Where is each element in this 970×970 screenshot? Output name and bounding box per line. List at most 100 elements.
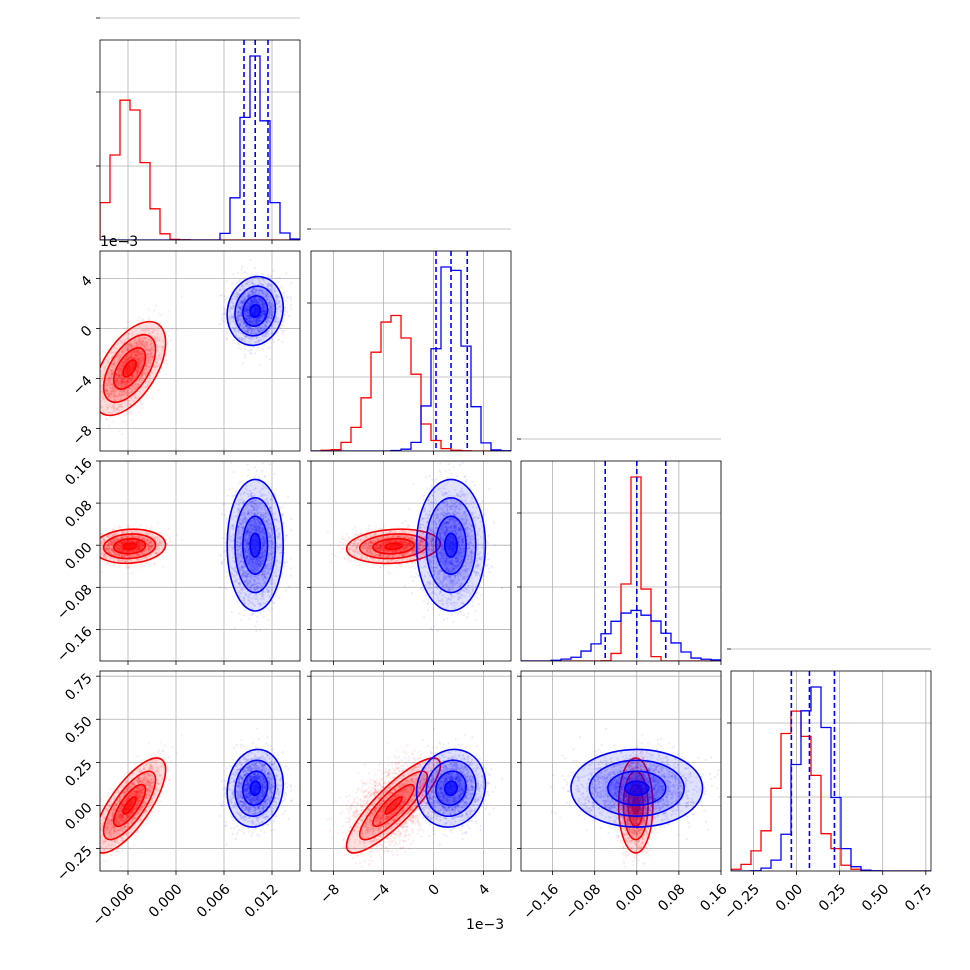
sample-point: [128, 380, 131, 383]
sample-point: [123, 378, 126, 381]
sample-point: [118, 376, 121, 379]
sample-point: [141, 373, 144, 376]
sample-point: [146, 348, 149, 351]
sample-point: [129, 357, 132, 360]
sample-point: [120, 374, 123, 378]
sample-point: [110, 390, 113, 393]
sample-point: [101, 387, 104, 390]
sample-point: [257, 346, 260, 349]
sample-point: [130, 353, 133, 356]
sample-point: [152, 328, 155, 331]
sample-point: [132, 357, 135, 360]
sample-point: [146, 382, 150, 386]
sample-point: [108, 393, 112, 396]
sample-point: [121, 349, 124, 352]
sample-point: [108, 396, 111, 399]
sample-point: [139, 345, 142, 348]
sample-point: [107, 360, 110, 364]
sample-point: [120, 374, 123, 377]
sample-point: [112, 403, 115, 407]
sample-point: [113, 358, 116, 361]
sample-point: [146, 342, 149, 345]
sample-point: [136, 355, 139, 358]
sample-point: [129, 332, 132, 335]
sample-point: [106, 391, 109, 395]
sample-point: [137, 404, 140, 407]
sample-point: [104, 385, 107, 388]
sample-point: [104, 387, 108, 390]
sample-point: [132, 384, 135, 387]
sample-point: [120, 339, 123, 342]
sample-point: [97, 399, 99, 401]
sample-point: [121, 390, 124, 394]
sample-point: [140, 344, 143, 347]
sample-point: [162, 345, 166, 348]
sample-point: [118, 394, 121, 397]
sample-point: [141, 357, 144, 361]
sample-point: [128, 347, 131, 350]
sample-point: [123, 362, 126, 365]
sample-point: [290, 303, 293, 307]
sample-point: [130, 397, 133, 400]
sample-point: [146, 367, 149, 370]
sample-point: [136, 365, 139, 368]
sample-point: [106, 384, 109, 387]
sample-point: [136, 371, 139, 374]
sample-point: [138, 357, 141, 360]
sample-point: [122, 346, 125, 349]
sample-point: [128, 354, 132, 357]
sample-point: [121, 383, 124, 386]
sample-point: [111, 375, 114, 378]
sample-point: [128, 382, 131, 385]
sample-point: [107, 376, 110, 379]
sample-point: [135, 358, 138, 361]
sample-point: [123, 347, 126, 350]
sample-point: [118, 375, 121, 378]
sample-point: [136, 343, 139, 346]
sample-point: [113, 403, 116, 406]
sample-point: [289, 307, 292, 310]
sample-point: [116, 378, 119, 381]
sample-point: [138, 339, 141, 342]
sample-point: [110, 402, 113, 405]
sample-point: [131, 334, 134, 337]
sample-point: [133, 355, 136, 358]
sample-point: [151, 354, 154, 357]
sample-point: [231, 282, 234, 285]
sample-point: [136, 372, 139, 375]
sample-point: [138, 316, 141, 319]
sample-point: [137, 357, 140, 361]
sample-point: [125, 360, 128, 363]
sample-point: [267, 347, 270, 350]
sample-point: [119, 330, 122, 333]
sample-point: [124, 334, 127, 337]
sample-point: [141, 340, 144, 344]
sample-point: [136, 358, 139, 361]
sample-point: [126, 347, 129, 350]
sample-point: [155, 361, 158, 364]
sample-point: [137, 368, 140, 371]
sample-point: [147, 360, 150, 363]
sample-point: [145, 364, 148, 367]
sample-point: [137, 363, 140, 367]
sample-point: [128, 346, 131, 349]
sample-point: [154, 366, 157, 369]
sample-point: [132, 384, 135, 387]
sample-point: [105, 387, 108, 391]
sample-point: [147, 360, 150, 363]
sample-point: [149, 365, 152, 369]
sample-point: [93, 380, 95, 382]
sample-point: [121, 366, 124, 369]
sample-point: [130, 355, 133, 358]
sample-point: [106, 389, 109, 392]
sample-point: [113, 405, 116, 409]
sample-point: [144, 369, 147, 372]
sample-point: [119, 383, 122, 386]
sample-point: [110, 372, 113, 376]
sample-point: [143, 342, 146, 345]
sample-point: [161, 345, 164, 348]
sample-point: [100, 400, 103, 403]
sample-point: [110, 393, 113, 396]
sample-point: [140, 374, 143, 377]
sample-point: [107, 411, 110, 414]
